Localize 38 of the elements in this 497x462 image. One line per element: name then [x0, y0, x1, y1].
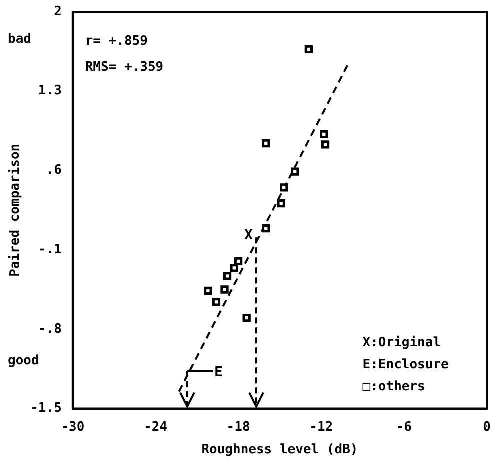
point [212, 298, 221, 306]
point [291, 168, 300, 176]
point [262, 224, 270, 233]
point [280, 184, 288, 192]
text: good [8, 354, 40, 369]
annotation: E:Enclosure [362, 358, 450, 373]
point [242, 314, 251, 322]
y-tick-label: 1.3 [38, 84, 62, 99]
point [230, 264, 238, 272]
annotation: E [214, 364, 223, 380]
y-tick-label: -.8 [38, 322, 62, 337]
y-axis-title: Paired comparison [8, 144, 24, 277]
y-tick-label: -1.5 [30, 401, 62, 416]
y-tick-label: .6 [46, 163, 62, 178]
point [321, 140, 330, 149]
point [234, 257, 243, 266]
point [304, 45, 314, 54]
x-axis-title: Roughness level (dB) [202, 442, 358, 458]
y-tick-label: -.1 [38, 242, 62, 258]
point [320, 130, 328, 139]
point [223, 272, 232, 280]
point [204, 286, 212, 295]
point [262, 139, 270, 148]
x-tick-label: 0 [483, 420, 492, 435]
x-tick-label: -30 [61, 420, 85, 435]
annotation: r= +.859 [85, 34, 148, 50]
point [277, 200, 286, 208]
x-tick-label: -12 [310, 420, 334, 435]
annotation: X [244, 228, 254, 244]
x-tick-label: -18 [226, 420, 250, 435]
annotation: X:Original [362, 336, 442, 351]
annotation: RMS= +.359 [85, 60, 164, 75]
point [220, 286, 229, 294]
text: bad [8, 32, 32, 48]
x-tick-label: -24 [144, 420, 168, 435]
x-tick-label: -6 [396, 420, 412, 435]
annotation: □:others [362, 379, 426, 394]
y-tick-label: 2 [54, 4, 62, 20]
